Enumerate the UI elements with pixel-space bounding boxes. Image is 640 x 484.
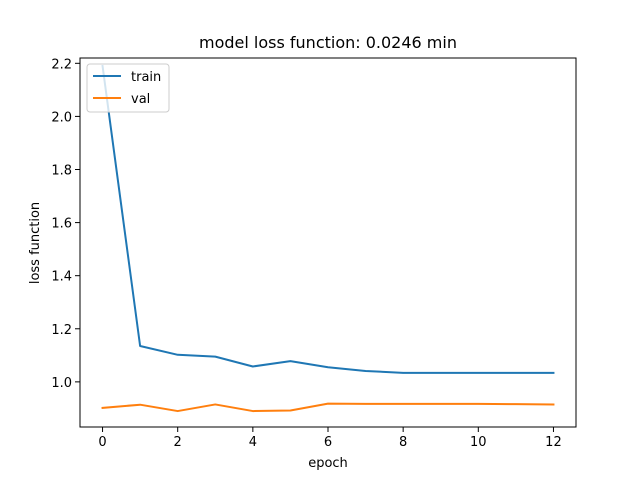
y-tick-label: 1.0	[51, 376, 72, 391]
x-tick-label: 4	[249, 435, 257, 450]
legend-label-val: val	[131, 92, 150, 107]
x-tick-label: 8	[399, 435, 407, 450]
y-tick-label: 1.8	[51, 163, 72, 178]
y-tick-label: 2.0	[51, 110, 72, 125]
x-tick-label: 2	[174, 435, 182, 450]
plot-area: 0 2 4 6 8 10 12 1.0 1.2 1.4 1.6 1.8 2.0 2.2 train val	[51, 57, 577, 450]
series-line-val	[101, 402, 555, 413]
x-tick-label: 10	[470, 435, 487, 450]
legend-label-train: train	[131, 70, 161, 85]
y-tick-label: 2.2	[51, 57, 72, 72]
x-tick-label: 12	[545, 435, 562, 450]
y-axis-label: loss function	[28, 202, 43, 284]
y-tick-label: 1.6	[51, 217, 72, 232]
x-tick-label: 0	[98, 435, 106, 450]
series-line-train	[101, 64, 555, 374]
x-axis-label: epoch	[308, 456, 348, 471]
y-tick-label: 1.4	[51, 270, 72, 285]
chart-title: model loss function: 0.0246 min	[199, 33, 457, 52]
x-tick-label: 6	[324, 435, 332, 450]
y-tick-label: 1.2	[51, 323, 72, 338]
